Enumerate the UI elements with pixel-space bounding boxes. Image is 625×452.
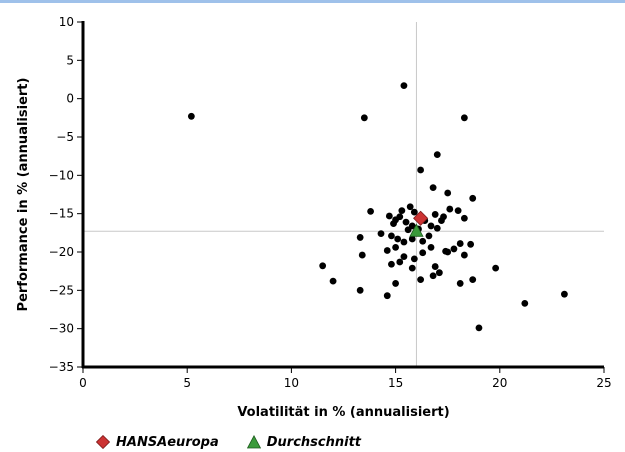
scatter-point xyxy=(433,224,441,232)
scatter-point xyxy=(187,112,195,120)
scatter-point xyxy=(400,238,408,246)
scatter-point xyxy=(396,258,404,266)
scatter-point xyxy=(356,234,364,241)
scatter-point xyxy=(427,244,435,251)
scatter-point xyxy=(460,214,468,222)
scatter-point xyxy=(454,207,462,215)
y-tick-label: 0 xyxy=(66,92,74,106)
scatter-point xyxy=(396,213,404,221)
x-tick-label: 5 xyxy=(183,376,191,390)
scatter-point xyxy=(394,235,402,243)
scatter-point xyxy=(388,260,395,268)
y-axis-title: Performance in % (annualisiert) xyxy=(16,78,31,312)
x-tick-label: 15 xyxy=(388,376,403,390)
y-tick-label: −30 xyxy=(49,322,74,336)
scatter-point xyxy=(400,253,408,260)
y-tick-label: 5 xyxy=(66,53,74,67)
scatter-point xyxy=(419,237,427,245)
scatter-point xyxy=(438,217,445,224)
legend-label-durchschnitt: Durchschnitt xyxy=(266,434,362,450)
scatter-point xyxy=(456,280,464,287)
scatter-point xyxy=(450,245,458,253)
scatter-point xyxy=(561,290,568,298)
scatter-point xyxy=(425,232,433,240)
scatter-point xyxy=(429,184,437,192)
scatter-point xyxy=(460,114,468,122)
scatter-point xyxy=(367,207,374,215)
scatter-point xyxy=(410,208,418,216)
scatter-point xyxy=(385,212,393,220)
scatter-point xyxy=(392,244,399,251)
y-tick-label: −20 xyxy=(49,245,74,259)
y-tick-label: −10 xyxy=(49,168,74,182)
scatter-point xyxy=(388,232,395,240)
scatter-point xyxy=(377,230,385,238)
scatter-point xyxy=(406,203,414,211)
scatter-point xyxy=(400,82,408,90)
x-tick-label: 25 xyxy=(596,376,611,390)
y-tick-label: 10 xyxy=(59,15,74,29)
legend-label-hansaeuropa: HANSAeuropa xyxy=(116,434,219,450)
data-points xyxy=(187,82,568,332)
y-tick-label: −15 xyxy=(49,207,74,221)
scatter-point xyxy=(444,248,452,256)
scatter-chart: 10 5 0 −5 −10 −15 −20 −25 −30 −35 0 5 10 15 20 25 Volat… xyxy=(16,15,612,420)
durchschnitt-marker xyxy=(409,223,424,237)
scatter-point xyxy=(410,255,418,263)
scatter-point xyxy=(469,276,477,283)
x-tick-label: 20 xyxy=(492,376,507,390)
scatter-point xyxy=(383,292,391,300)
scatter-point xyxy=(444,189,452,197)
y-tick-label: −5 xyxy=(56,130,74,144)
axes xyxy=(81,21,604,369)
scatter-point xyxy=(408,264,416,272)
y-tick-label: −35 xyxy=(49,360,74,374)
scatter-point xyxy=(358,251,366,259)
scatter-point xyxy=(398,207,406,215)
scatter-point xyxy=(390,220,397,228)
scatter-point xyxy=(329,277,337,285)
x-axis-title: Volatilität in % (annualisiert) xyxy=(237,405,449,420)
green-triangle-icon xyxy=(246,435,261,449)
scatter-point xyxy=(404,226,412,234)
legend-item-durchschnitt: Durchschnitt xyxy=(246,434,362,450)
x-tick-label: 0 xyxy=(79,376,87,390)
scatter-point xyxy=(417,166,425,174)
hansaeuropa-marker xyxy=(413,210,429,226)
scatter-point xyxy=(492,264,500,272)
scatter-point xyxy=(419,249,427,257)
scatter-point xyxy=(427,222,435,230)
red-diamond-icon xyxy=(96,435,110,449)
scatter-point xyxy=(446,205,454,213)
legend: HANSAeuropa Durchschnitt xyxy=(96,433,361,451)
scatter-point xyxy=(435,269,443,277)
scatter-point xyxy=(521,299,529,307)
scatter-point xyxy=(467,240,475,248)
scatter-point xyxy=(460,251,468,259)
x-tick-label: 10 xyxy=(284,376,299,390)
scatter-point xyxy=(433,151,441,159)
scatter-point xyxy=(402,218,410,226)
scatter-point xyxy=(408,235,416,243)
legend-item-hansaeuropa: HANSAeuropa xyxy=(96,435,219,450)
reference-lines xyxy=(83,22,604,367)
scatter-point xyxy=(319,262,327,270)
scatter-point xyxy=(469,194,477,202)
ticks: 10 5 0 −5 −10 −15 −20 −25 −30 −35 0 5 10 15 20 25 xyxy=(49,15,612,390)
scatter-point xyxy=(356,286,364,294)
scatter-point xyxy=(360,114,368,122)
scatter-point xyxy=(383,247,391,254)
scatter-point xyxy=(431,211,439,218)
scatter-point xyxy=(431,263,439,270)
scatter-point xyxy=(417,276,425,283)
y-tick-label: −25 xyxy=(49,283,74,297)
scatter-point xyxy=(456,240,464,247)
scatter-point xyxy=(475,324,483,332)
scatter-point xyxy=(429,272,437,280)
scatter-point xyxy=(392,280,399,287)
